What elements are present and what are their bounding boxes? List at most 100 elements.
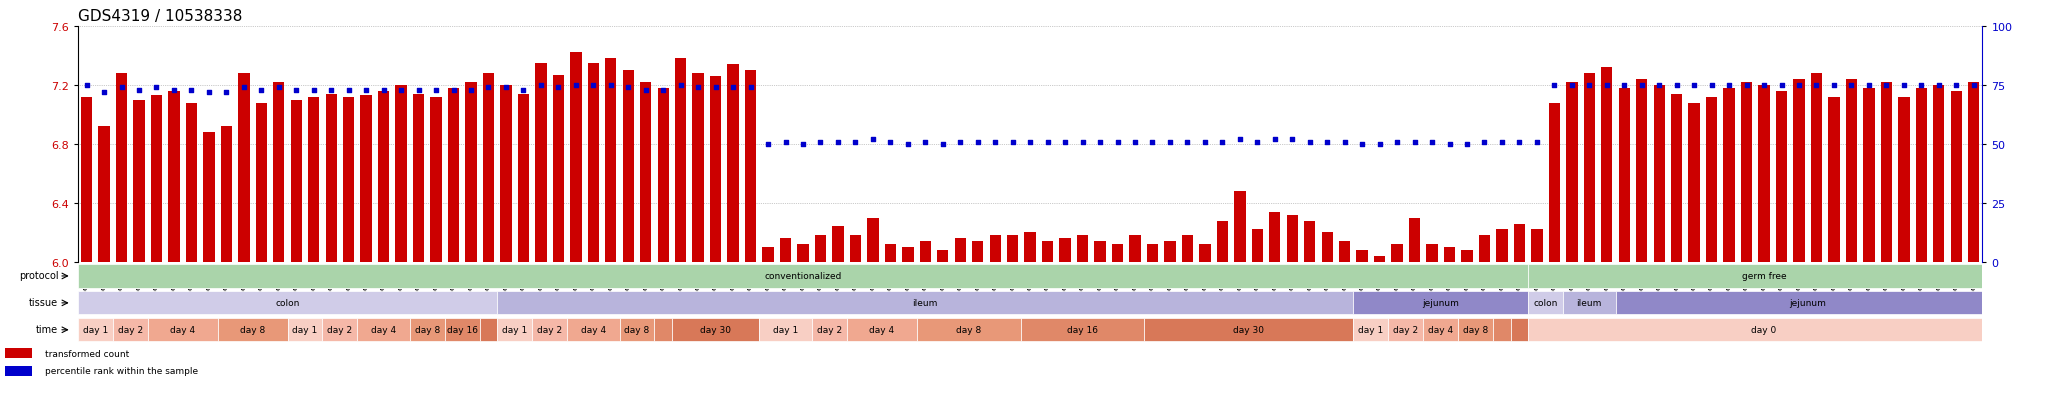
Bar — [1933, 86, 1944, 262]
Bar — [78, 265, 1528, 288]
Bar — [797, 244, 809, 262]
Text: percentile rank within the sample: percentile rank within the sample — [45, 366, 199, 375]
Bar — [1094, 242, 1106, 262]
Bar — [287, 318, 322, 342]
Point — [227, 85, 260, 91]
Point — [1137, 139, 1169, 145]
Bar — [569, 53, 582, 262]
Point — [1538, 83, 1571, 89]
Point — [455, 87, 487, 94]
Bar — [1968, 83, 1980, 262]
Bar — [1147, 244, 1157, 262]
Bar — [1528, 318, 2001, 342]
Point — [1294, 139, 1327, 145]
Bar — [1251, 230, 1264, 262]
Bar — [846, 318, 918, 342]
Bar — [727, 65, 739, 262]
Point — [698, 85, 731, 91]
Point — [1468, 139, 1501, 145]
Point — [262, 85, 295, 91]
Point — [543, 85, 575, 91]
Bar — [1880, 83, 1892, 262]
Bar — [1636, 80, 1647, 262]
Bar — [989, 236, 1001, 262]
Bar — [4, 366, 31, 376]
Point — [1380, 139, 1413, 145]
Bar — [168, 92, 180, 262]
Point — [246, 87, 279, 94]
Text: day 8: day 8 — [240, 325, 264, 335]
Text: ileum: ileum — [913, 299, 938, 308]
Text: day 4: day 4 — [582, 325, 606, 335]
Bar — [1008, 236, 1018, 262]
Point — [1747, 83, 1780, 89]
Point — [193, 90, 225, 96]
Bar — [567, 318, 618, 342]
Text: day 1: day 1 — [1358, 325, 1384, 335]
Bar — [1163, 242, 1176, 262]
Bar — [500, 86, 512, 262]
Bar — [1671, 95, 1681, 262]
Text: GDS4319 / 10538338: GDS4319 / 10538338 — [78, 9, 242, 24]
Bar — [676, 59, 686, 262]
Bar — [903, 247, 913, 262]
Bar — [379, 92, 389, 262]
Bar — [1915, 89, 1927, 262]
Bar — [885, 244, 897, 262]
Point — [840, 139, 872, 145]
Bar — [1374, 256, 1384, 262]
Bar — [78, 318, 113, 342]
Bar — [1653, 86, 1665, 262]
Bar — [655, 318, 672, 342]
Point — [1450, 141, 1483, 148]
Bar — [256, 103, 266, 262]
Bar — [1759, 86, 1769, 262]
Bar — [1458, 318, 1493, 342]
Bar — [80, 97, 92, 262]
Bar — [1339, 242, 1350, 262]
Point — [578, 83, 610, 89]
Point — [682, 85, 715, 91]
Bar — [133, 100, 145, 262]
Point — [350, 87, 383, 94]
Text: conventionalized: conventionalized — [764, 272, 842, 281]
Text: day 2: day 2 — [117, 325, 143, 335]
Point — [1415, 139, 1448, 145]
Bar — [113, 318, 147, 342]
Point — [979, 139, 1012, 145]
Bar — [1794, 80, 1804, 262]
Bar — [1548, 103, 1561, 262]
Bar — [1354, 292, 1528, 315]
Text: time: time — [37, 324, 57, 334]
Point — [1677, 83, 1710, 89]
Point — [821, 139, 854, 145]
Bar — [1425, 244, 1438, 262]
Bar — [78, 292, 498, 315]
Bar — [618, 318, 655, 342]
Bar — [1493, 318, 1511, 342]
Point — [104, 85, 137, 91]
Bar — [1567, 83, 1577, 262]
Bar — [358, 318, 410, 342]
Point — [1083, 139, 1116, 145]
Point — [139, 85, 172, 91]
Bar — [518, 95, 528, 262]
Point — [1626, 83, 1659, 89]
Bar — [414, 95, 424, 262]
Bar — [430, 97, 442, 262]
Bar — [1864, 89, 1874, 262]
Bar — [1950, 92, 1962, 262]
Bar — [1706, 97, 1718, 262]
Point — [420, 87, 453, 94]
Bar — [811, 318, 846, 342]
Text: day 8: day 8 — [1462, 325, 1489, 335]
Bar — [1845, 80, 1858, 262]
Point — [995, 139, 1028, 145]
Point — [1870, 83, 1903, 89]
Point — [1853, 83, 1886, 89]
Point — [281, 87, 313, 94]
Point — [332, 87, 365, 94]
Bar — [762, 247, 774, 262]
Point — [1206, 139, 1239, 145]
Bar — [535, 64, 547, 262]
